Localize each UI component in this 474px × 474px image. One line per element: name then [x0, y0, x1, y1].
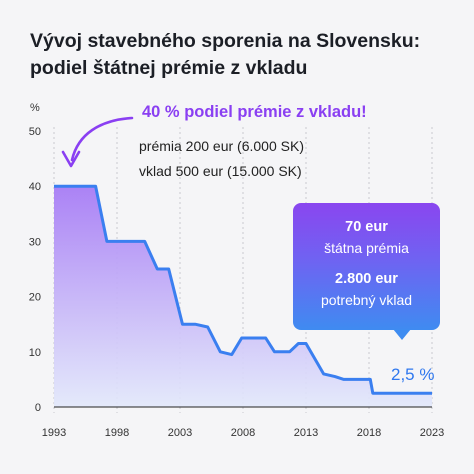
x-tick-2008: 2008 [231, 427, 255, 439]
y-axis: 0 10 20 30 40 50% [29, 102, 41, 414]
title-line-1: Vývoj stavebného sporenia na Slovensku: [30, 30, 421, 52]
info-box-amount-deposit: 2.800 eur [335, 271, 398, 287]
info-box-label-deposit: potrebný vklad [320, 292, 413, 308]
callout-text: 40 % podiel prémie z vkladu! [142, 103, 367, 121]
premium-note: prémia 200 eur (6.000 SK) [139, 138, 304, 154]
y-tick-20: 20 [29, 292, 41, 304]
info-box-amount-premium: 70 eur [345, 219, 388, 235]
info-box: 70 eur štátna prémia 2.800 eur potrebný … [293, 203, 440, 340]
series-line [54, 184, 432, 395]
x-tick-2013: 2013 [294, 427, 318, 439]
x-tick-2018: 2018 [357, 427, 381, 439]
y-tick-30: 30 [29, 236, 41, 248]
x-tick-1998: 1998 [105, 427, 129, 439]
series-points [53, 186, 433, 394]
callout-arrow-head-icon [61, 150, 81, 168]
x-tick-2003: 2003 [168, 427, 192, 439]
area-fill [54, 186, 432, 407]
y-tick-10: 10 [29, 347, 41, 359]
y-tick-40: 40 [29, 181, 41, 193]
y-tick-50: 50 [29, 126, 41, 138]
x-tick-1993: 1993 [42, 427, 66, 439]
title-line-2: podiel štátnej prémie z vkladu [30, 57, 308, 79]
chart-title: Vývoj stavebného sporenia na Slovensku: … [30, 28, 450, 82]
y-axis-unit: % [30, 102, 40, 114]
x-tick-2023: 2023 [420, 427, 444, 439]
x-axis: 1993 1998 2003 2008 2013 2018 2023 [42, 427, 444, 439]
callout-arrow [70, 116, 134, 162]
info-box-label-premium: štátna prémia [324, 240, 409, 256]
deposit-note: vklad 500 eur (15.000 SK) [139, 163, 302, 179]
y-tick-0: 0 [35, 402, 41, 414]
end-value-label: 2,5 % [391, 365, 435, 384]
